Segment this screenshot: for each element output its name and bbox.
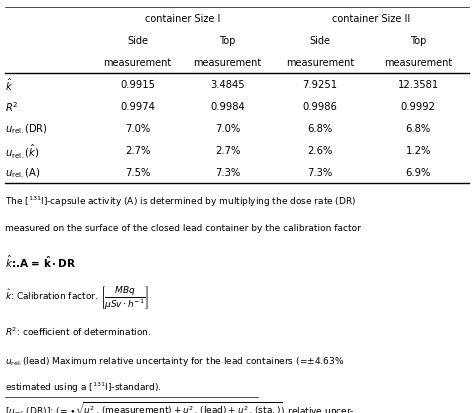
Text: measurement: measurement (286, 58, 354, 68)
Text: 0.9974: 0.9974 (120, 102, 155, 112)
Text: $R^2$: $R^2$ (5, 100, 18, 114)
Text: 0.9984: 0.9984 (210, 102, 245, 112)
Text: 2.6%: 2.6% (307, 146, 333, 156)
Text: measured on the surface of the closed lead container by the calibration factor: measured on the surface of the closed le… (5, 224, 361, 233)
Text: 2.7%: 2.7% (125, 146, 150, 156)
Text: measurement: measurement (193, 58, 262, 68)
Text: measurement: measurement (384, 58, 452, 68)
Text: 1.2%: 1.2% (406, 146, 431, 156)
Text: 6.8%: 6.8% (307, 124, 333, 134)
Text: $\hat{k}$: $\hat{k}$ (5, 77, 13, 93)
Text: 7.3%: 7.3% (307, 168, 333, 178)
Text: Side: Side (310, 36, 330, 46)
Text: estimated using a $[^{131}$I]-standard).: estimated using a $[^{131}$I]-standard). (5, 380, 161, 394)
Text: Top: Top (410, 36, 427, 46)
Text: $[u_{\rm rel.}$(DR)]: (= $\bullet\sqrt{u^2_{\rm rel.}({\rm measurement}) + u^2_{: $[u_{\rm rel.}$(DR)]: (= $\bullet\sqrt{u… (5, 399, 355, 413)
Text: $\hat{k}$: Calibration factor. $\left[\dfrac{MBq}{\mu Sv\cdot h^{-1}}\right]$: $\hat{k}$: Calibration factor. $\left[\d… (5, 283, 149, 310)
Text: 7.9251: 7.9251 (302, 80, 337, 90)
Text: container Size II: container Size II (332, 14, 410, 24)
Text: 3.4845: 3.4845 (210, 80, 245, 90)
Text: $R^2$: coefficient of determination.: $R^2$: coefficient of determination. (5, 325, 151, 337)
Text: 7.0%: 7.0% (215, 124, 240, 134)
Text: 7.5%: 7.5% (125, 168, 150, 178)
Text: Top: Top (219, 36, 236, 46)
Text: $\hat{k}$:.A = $\mathbf{\hat{k}\bullet DR}$: $\hat{k}$:.A = $\mathbf{\hat{k}\bullet D… (5, 254, 76, 270)
Text: 2.7%: 2.7% (215, 146, 240, 156)
Text: The $[^{131}$I]-capsule activity (A) is determined by multiplying the dose rate : The $[^{131}$I]-capsule activity (A) is … (5, 194, 356, 209)
Text: container Size I: container Size I (145, 14, 220, 24)
Text: $u_{\rm rel.}(\rm DR)$: $u_{\rm rel.}(\rm DR)$ (5, 122, 48, 136)
Text: 7.0%: 7.0% (125, 124, 150, 134)
Text: 6.9%: 6.9% (406, 168, 431, 178)
Text: 0.9915: 0.9915 (120, 80, 155, 90)
Text: 0.9986: 0.9986 (302, 102, 337, 112)
Text: measurement: measurement (103, 58, 172, 68)
Text: Side: Side (127, 36, 148, 46)
Text: 12.3581: 12.3581 (398, 80, 439, 90)
Text: 0.9992: 0.9992 (401, 102, 436, 112)
Text: 6.8%: 6.8% (406, 124, 431, 134)
Text: 7.3%: 7.3% (215, 168, 240, 178)
Text: $u_{\rm rel.}$(lead) Maximum relative uncertainty for the lead containers (=$\pm: $u_{\rm rel.}$(lead) Maximum relative un… (5, 354, 344, 367)
Text: $u_{\rm rel.}(\hat{k})$: $u_{\rm rel.}(\hat{k})$ (5, 142, 39, 160)
Text: $u_{\rm rel.}(\rm A)$: $u_{\rm rel.}(\rm A)$ (5, 166, 40, 180)
